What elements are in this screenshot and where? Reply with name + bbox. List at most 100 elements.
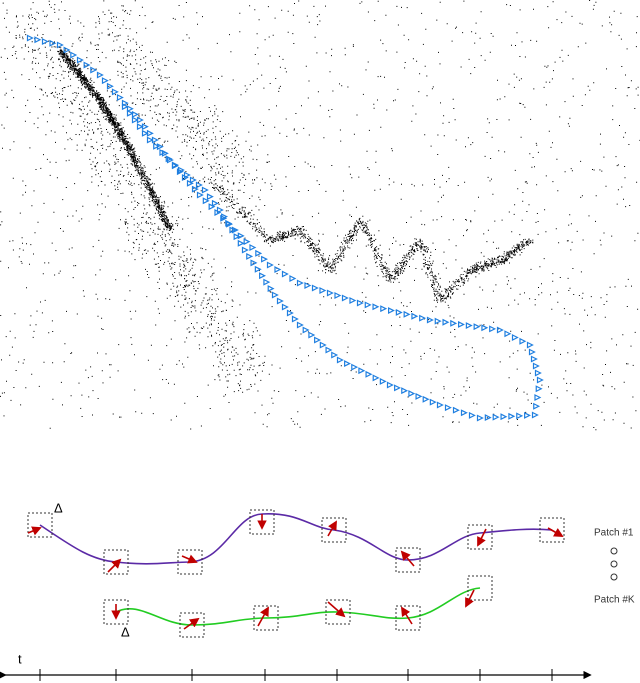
time-ticks [39, 669, 553, 681]
camera-marker [484, 414, 492, 422]
ellipsis-dot [610, 547, 618, 555]
camera-marker [334, 292, 342, 299]
camera-marker [202, 197, 210, 205]
camera-marker [131, 116, 139, 124]
camera-marker [401, 387, 409, 395]
camera-marker [243, 238, 251, 246]
camera-marker [146, 136, 154, 144]
camera-marker [308, 331, 316, 339]
camera-marker [165, 155, 173, 163]
camera-marker [261, 255, 269, 263]
camera-marker [302, 326, 310, 334]
camera-marker [126, 105, 134, 113]
camera-marker [419, 314, 427, 322]
camera-marker [116, 94, 124, 101]
patch-box [395, 605, 421, 631]
ellipsis-dot [610, 560, 618, 568]
time-axis-label: t [18, 651, 22, 666]
camera-marker [208, 203, 216, 211]
motion-arrow [400, 606, 413, 625]
camera-marker [201, 186, 209, 194]
point-cloud [0, 0, 640, 431]
camera-marker [351, 363, 359, 371]
camera-marker [83, 61, 91, 69]
camera-marker [516, 412, 524, 420]
patch-box [539, 517, 565, 543]
camera-marker [450, 319, 458, 327]
patch-box [177, 549, 203, 575]
camera-marker [296, 279, 304, 287]
camera-marker [531, 411, 539, 419]
camera-marker [311, 284, 319, 292]
camera-marker [216, 206, 224, 214]
camera-marker [528, 348, 536, 356]
camera-marker [41, 38, 49, 45]
camera-marker [460, 409, 468, 417]
patch-box [325, 599, 351, 625]
camera-marker [481, 324, 489, 332]
camera-marker [220, 214, 228, 222]
camera-marker [131, 110, 139, 118]
motion-arrow [183, 617, 200, 630]
camera-marker [159, 149, 167, 156]
camera-marker [365, 370, 373, 378]
camera-marker [141, 129, 149, 137]
delta-label: Δ [54, 500, 63, 515]
camera-marker [536, 376, 544, 384]
camera-marker [249, 244, 257, 251]
camera-marker [379, 377, 387, 385]
camera-marker [176, 168, 184, 176]
camera-marker [90, 66, 98, 74]
camera-marker [225, 219, 233, 227]
camera-marker [121, 103, 129, 111]
camera-marker [508, 412, 516, 420]
camera-marker [221, 213, 229, 221]
camera-marker [530, 355, 538, 363]
camera-marker [358, 367, 366, 375]
camera-marker [319, 341, 327, 349]
camera-marker [415, 392, 423, 400]
camera-marker [183, 171, 191, 179]
camera-marker [535, 385, 543, 393]
ellipsis-dot [610, 573, 618, 581]
camera-marker [34, 36, 42, 44]
camera-marker [76, 56, 84, 64]
camera-marker [504, 330, 512, 338]
patch-box [395, 547, 421, 573]
camera-marker [255, 249, 263, 257]
patch-box [467, 524, 493, 550]
camera-marker [524, 411, 531, 419]
camera-marker [195, 181, 203, 189]
delta-label: Δ [121, 624, 130, 639]
camera-marker [101, 77, 109, 85]
camera-marker [56, 41, 64, 49]
camera-marker [500, 413, 508, 421]
camera-marker [496, 326, 504, 334]
camera-marker [526, 341, 534, 349]
camera-marker [386, 381, 394, 389]
motion-arrow [181, 554, 198, 564]
camera-marker [281, 270, 289, 278]
camera-marker [254, 265, 262, 273]
camera-marker [250, 259, 258, 267]
camera-marker [63, 46, 71, 54]
camera-marker [106, 82, 114, 90]
camera-marker [191, 185, 199, 193]
camera-marker [533, 402, 541, 410]
motion-arrow [107, 558, 122, 573]
camera-marker [452, 406, 460, 414]
camera-marker [271, 291, 279, 299]
camera-marker [492, 413, 500, 421]
patch-box [103, 549, 129, 575]
patch-track-1 [39, 513, 553, 565]
patch-track-k [115, 587, 481, 626]
camera-marker [465, 322, 473, 330]
camera-marker [126, 109, 134, 117]
camera-marker [96, 71, 104, 79]
motion-arrow [27, 526, 42, 536]
camera-marker [408, 390, 416, 398]
camera-marker [403, 310, 411, 318]
patch-box [321, 517, 347, 543]
camera-marker [296, 321, 304, 329]
motion-arrow [547, 527, 564, 537]
